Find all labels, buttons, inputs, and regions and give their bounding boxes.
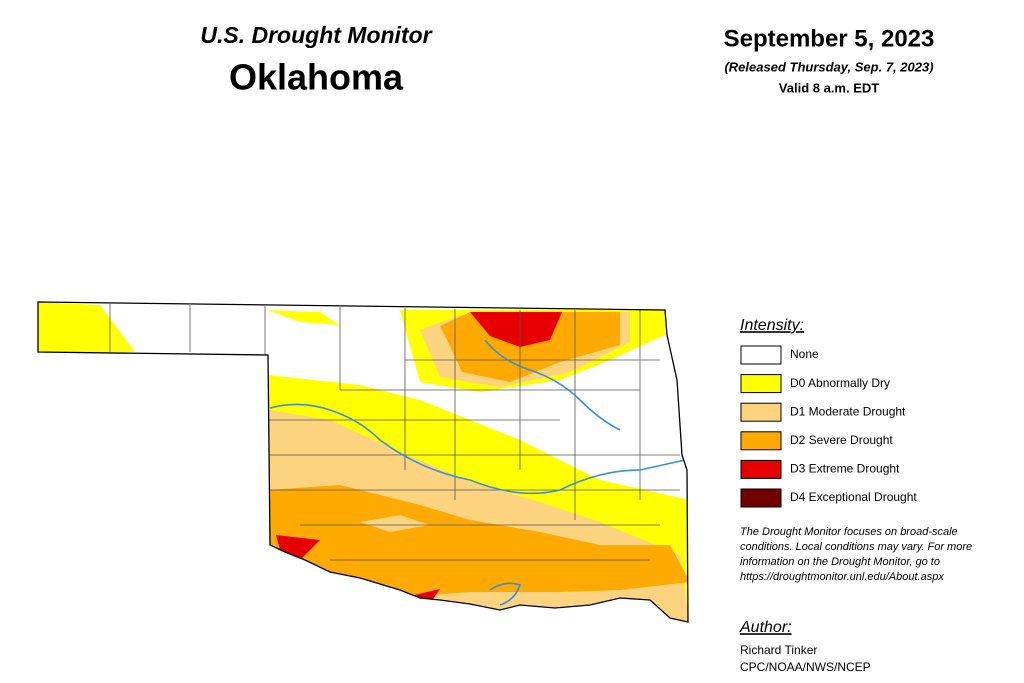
note: The Drought Monitor focuses on broad-sca… bbox=[740, 526, 972, 583]
state-name: Oklahoma bbox=[229, 57, 404, 98]
state-fill bbox=[38, 302, 688, 622]
note-line: information on the Drought Monitor, go t… bbox=[740, 556, 940, 568]
author-heading: Author: bbox=[739, 619, 792, 636]
note-line: https://droughtmonitor.unl.edu/About.asp… bbox=[740, 571, 944, 583]
state-outline bbox=[37, 301, 689, 623]
release-date: (Released Thursday, Sep. 7, 2023) bbox=[724, 59, 933, 74]
author: Richard Tinker CPC/NOAA/NWS/NCEP bbox=[740, 643, 871, 674]
legend-swatch bbox=[740, 402, 782, 422]
map-date: September 5, 2023 bbox=[724, 25, 935, 52]
legend-label: D2 Severe Drought bbox=[790, 433, 893, 447]
legend-swatch bbox=[740, 459, 782, 479]
legend-label: D0 Abnormally Dry bbox=[790, 376, 890, 390]
legend-swatch bbox=[740, 488, 782, 508]
note-line: conditions. Local conditions may vary. F… bbox=[740, 541, 972, 553]
legend-label: None bbox=[790, 347, 819, 361]
title: U.S. Drought Monitor bbox=[200, 22, 432, 48]
legend-label: D3 Extreme Drought bbox=[790, 462, 900, 476]
legend-label: D1 Moderate Drought bbox=[790, 404, 906, 418]
author-line: CPC/NOAA/NWS/NCEP bbox=[740, 660, 871, 674]
author-line: Richard Tinker bbox=[740, 643, 817, 657]
legend-heading: Intensity: bbox=[740, 317, 804, 334]
legend-swatch bbox=[740, 345, 782, 365]
legend-swatch bbox=[740, 431, 782, 451]
legend-swatch bbox=[740, 374, 782, 394]
legend: None D0 Abnormally Dry D1 Moderate Drought… bbox=[740, 345, 917, 508]
note-line: The Drought Monitor focuses on broad-sca… bbox=[740, 526, 958, 538]
legend-label: D4 Exceptional Drought bbox=[790, 490, 917, 504]
valid-time: Valid 8 a.m. EDT bbox=[779, 80, 879, 95]
